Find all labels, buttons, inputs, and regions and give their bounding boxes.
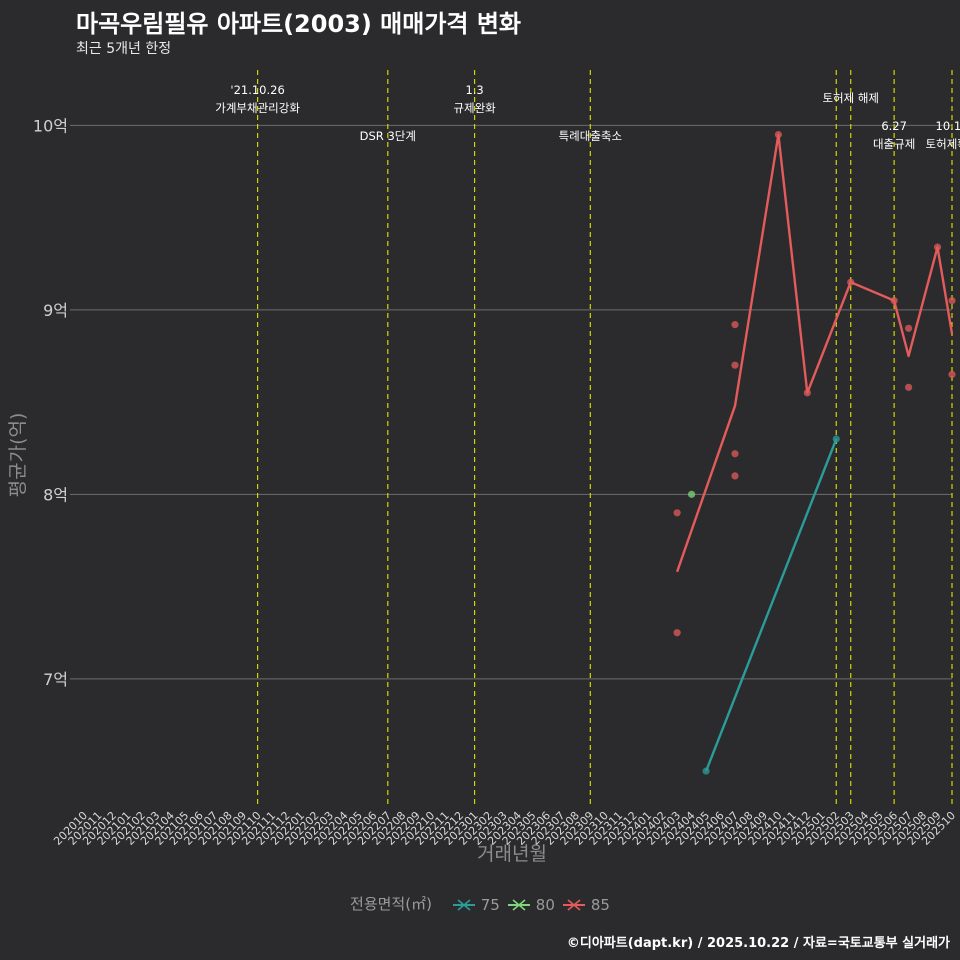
x-axis-ticks: 2020102020112020122021012021022021032021…: [51, 809, 958, 848]
legend-key-icon: [562, 899, 585, 911]
event-label: 규제완화: [453, 101, 496, 115]
data-point-85: [905, 324, 913, 332]
data-point-85: [948, 297, 956, 305]
legend: 전용면적(㎡) 75 80 85: [0, 893, 960, 914]
event-label: 10.15: [936, 119, 960, 133]
series-lines: [675, 133, 954, 772]
grid-lines: [70, 124, 952, 680]
legend-key-icon: [452, 899, 475, 911]
data-points: [673, 130, 956, 775]
event-label: 대출규제: [873, 137, 915, 151]
data-point-85: [731, 361, 739, 369]
chart-area: 7억 8억 9억 10억 202010202011202012202101202102…: [7, 70, 960, 865]
legend-label: 75: [480, 895, 500, 914]
event-label: DSR 3단계: [360, 129, 416, 143]
y-axis-label: 평균가(억): [7, 413, 29, 498]
data-point-85: [933, 243, 942, 251]
data-point-85: [774, 130, 783, 139]
event-label: 가계부채관리강화: [215, 101, 300, 115]
data-point-75: [832, 435, 840, 443]
data-point-85: [890, 297, 898, 305]
series-line-75: [704, 438, 838, 772]
series-line-85: [675, 133, 954, 573]
data-point-85: [948, 370, 956, 379]
event-label: 토허제 해제: [822, 91, 879, 105]
legend-item-85: 85: [561, 895, 610, 914]
y-tick-label: 9억: [43, 301, 68, 320]
source-caption: ©디아파트(dapt.kr) / 2025.10.22 / 자료=국토교통부 실…: [566, 936, 950, 951]
event-label: 토허제확대: [926, 137, 960, 151]
legend-item-75: 75: [451, 895, 500, 914]
data-point-85: [673, 629, 681, 637]
event-label: 특례대출축소: [559, 129, 622, 143]
data-point-75: [702, 767, 710, 775]
data-point-80: [688, 490, 696, 498]
y-tick-label: 7억: [43, 670, 68, 689]
legend-key-icon: [507, 899, 530, 911]
data-point-85: [673, 509, 681, 517]
data-point-85: [847, 278, 855, 286]
legend-item-80: 80: [506, 895, 555, 914]
event-label: 6.27: [881, 119, 907, 133]
event-lines: [257, 70, 953, 808]
event-label: '21.10.26: [230, 83, 284, 97]
x-axis-label: 거래년월: [477, 843, 547, 865]
data-point-85: [803, 389, 811, 397]
legend-label: 80: [535, 895, 555, 914]
data-point-85: [731, 472, 739, 480]
chart-title: 마곡우림필유 아파트(2003) 매매가격 변화: [76, 10, 521, 38]
data-point-85: [905, 383, 913, 391]
y-tick-label: 8억: [43, 485, 68, 504]
chart-subtitle: 최근 5개년 한정: [76, 41, 172, 57]
legend-title: 전용면적(㎡): [350, 895, 432, 913]
legend-label: 85: [590, 895, 610, 914]
y-axis-ticks: 7억 8억 9억 10억: [33, 116, 68, 689]
data-point-85: [731, 450, 739, 458]
data-point-85: [731, 321, 739, 329]
y-tick-label: 10억: [33, 116, 68, 135]
event-label: 1.3: [465, 83, 483, 97]
